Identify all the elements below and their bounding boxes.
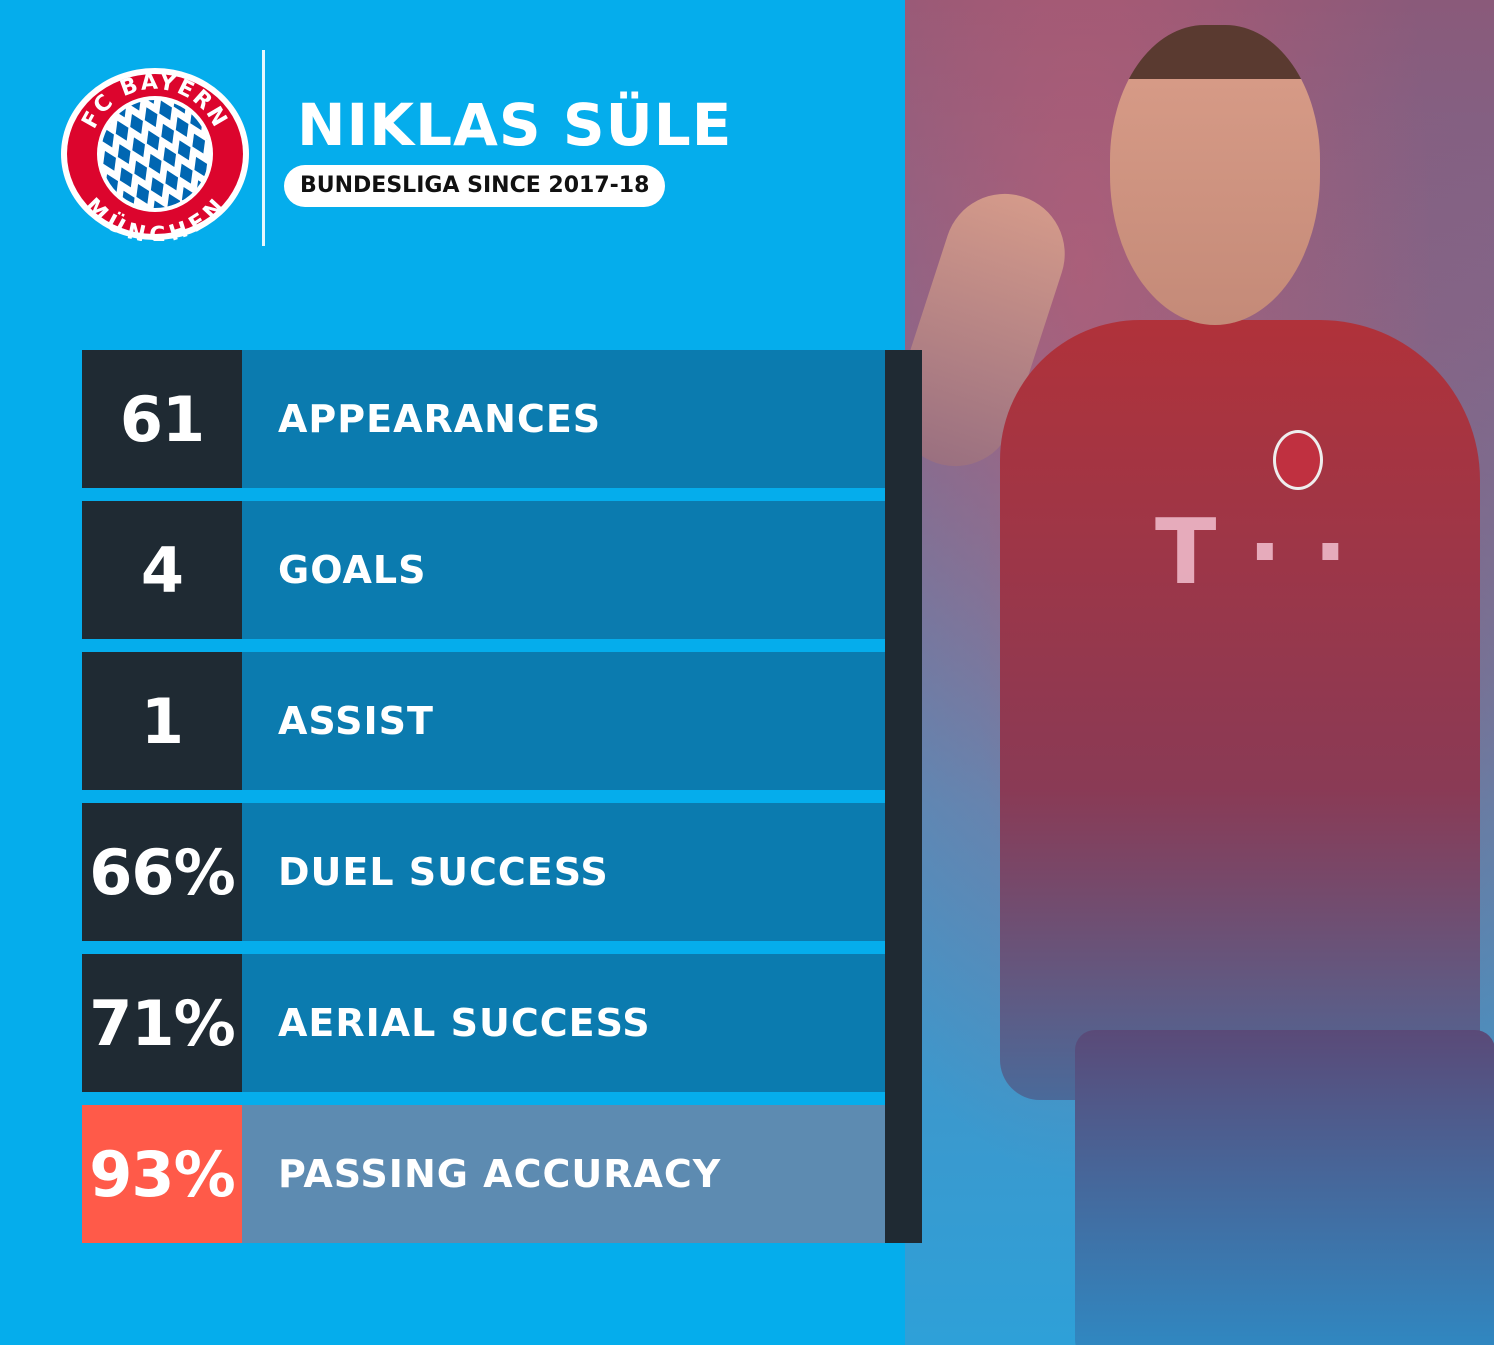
- player-photo: T · ·: [905, 0, 1494, 1345]
- crest-diamond: [165, 170, 179, 191]
- stat-row: 1 ASSIST: [82, 652, 885, 790]
- stat-label: AERIAL SUCCESS: [242, 954, 885, 1092]
- stat-value: 93%: [82, 1105, 242, 1243]
- stat-value: 1: [82, 652, 242, 790]
- stat-label: APPEARANCES: [242, 350, 885, 488]
- crest-diamond: [175, 117, 189, 137]
- stat-row: 71% AERIAL SUCCESS: [82, 954, 885, 1092]
- crest-diamond: [152, 200, 166, 208]
- player-shirt: [1000, 320, 1480, 1100]
- crest-diamond: [163, 147, 177, 168]
- crest-diamond: [194, 156, 208, 177]
- stat-value: 71%: [82, 954, 242, 1092]
- sponsor-logo: T · ·: [1155, 500, 1348, 605]
- stat-label: GOALS: [242, 501, 885, 639]
- crest-diamond: [146, 130, 160, 151]
- stat-row: 66% DUEL SUCCESS: [82, 803, 885, 941]
- player-head: [1110, 25, 1320, 325]
- crest-diamond: [117, 144, 131, 165]
- crest-diamond: [115, 120, 129, 141]
- crest-diamond: [159, 100, 172, 121]
- player-shorts: [1075, 1030, 1494, 1345]
- player-name: NIKLAS SÜLE: [297, 91, 733, 159]
- fc-bayern-logo: FC BAYERN MÜNCHEN: [61, 68, 249, 241]
- stat-label: DUEL SUCCESS: [242, 803, 885, 941]
- crest-diamond: [134, 160, 148, 181]
- stat-row: 4 GOALS: [82, 501, 885, 639]
- stat-label: PASSING ACCURACY: [242, 1105, 885, 1243]
- stat-label: ASSIST: [242, 652, 885, 790]
- stat-value: 4: [82, 501, 242, 639]
- stat-value: 61: [82, 350, 242, 488]
- stat-value: 66%: [82, 803, 242, 941]
- stat-row: 93% PASSING ACCURACY: [82, 1105, 885, 1243]
- crest-diamond: [130, 114, 143, 134]
- stats-side-bar: [885, 350, 922, 1243]
- crest-diamond: [132, 137, 145, 158]
- crest-diamond: [179, 163, 193, 184]
- stat-row: 61 APPEARANCES: [82, 350, 885, 488]
- crest-diamond: [144, 107, 158, 128]
- crest-diamond: [167, 193, 181, 208]
- crest-diamond: [177, 140, 191, 161]
- subtitle-badge: BUNDESLIGA SINCE 2017-18: [284, 165, 666, 207]
- crest-diamond: [119, 167, 133, 188]
- crest-diamond: [136, 183, 150, 204]
- header-divider: [262, 50, 265, 246]
- crest-diamond: [103, 150, 116, 171]
- crest-diamond: [105, 174, 119, 195]
- crest-diamond: [150, 177, 164, 198]
- shirt-crest: [1273, 430, 1323, 490]
- crest-diamond: [148, 153, 162, 174]
- crest-diamond: [161, 123, 174, 144]
- crest-diamond: [192, 133, 206, 154]
